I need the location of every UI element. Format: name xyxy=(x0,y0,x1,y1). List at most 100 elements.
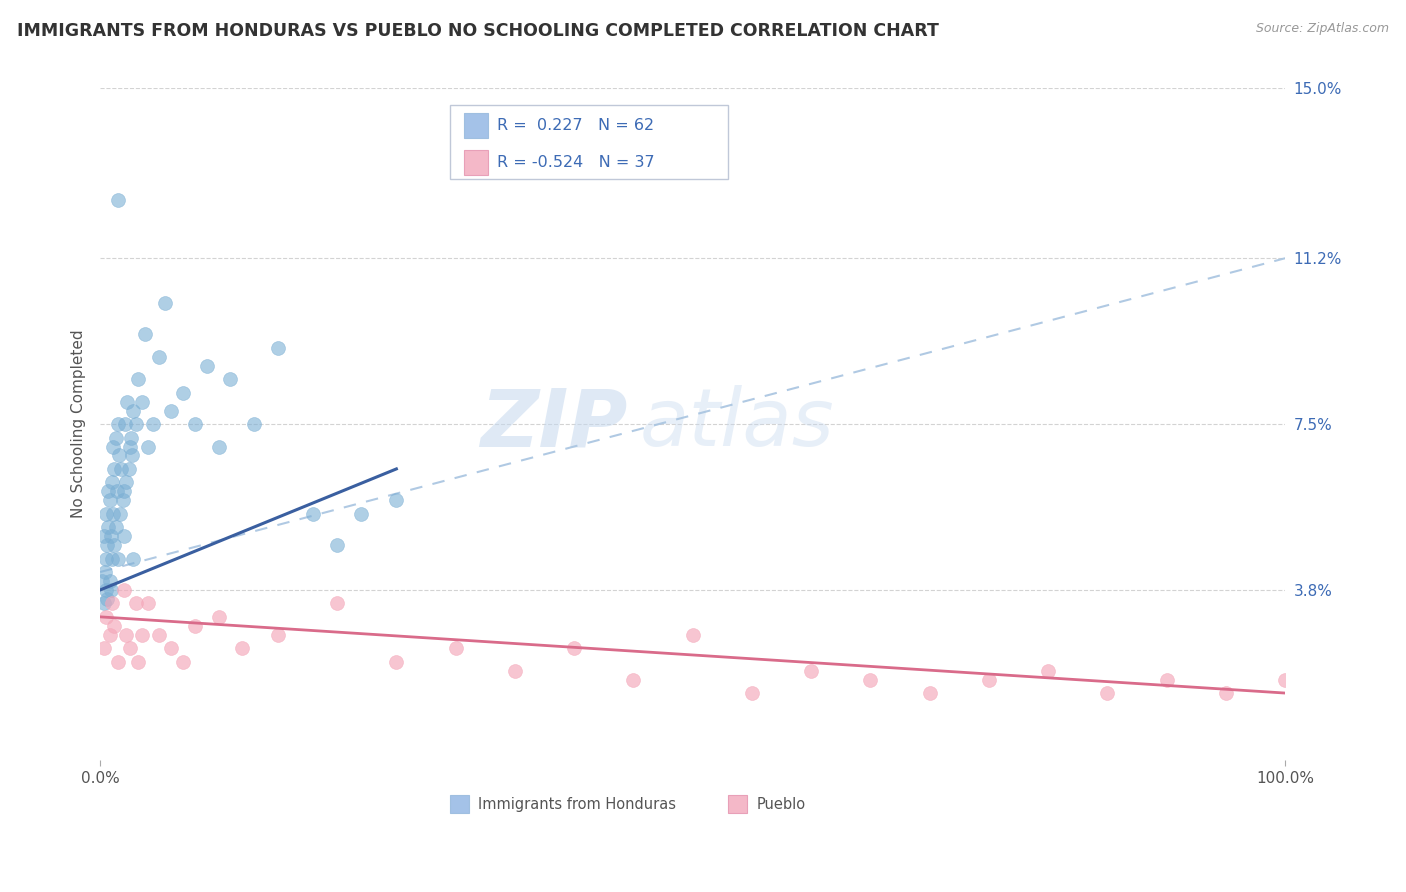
Point xyxy=(326,596,349,610)
Text: Pueblo: Pueblo xyxy=(756,797,806,812)
Y-axis label: No Schooling Completed: No Schooling Completed xyxy=(72,330,86,518)
Point xyxy=(1097,686,1119,700)
Point xyxy=(131,394,153,409)
Point xyxy=(93,641,115,656)
Point xyxy=(112,582,135,597)
Point xyxy=(184,619,207,633)
Point xyxy=(136,440,159,454)
Point xyxy=(115,628,138,642)
Text: Source: ZipAtlas.com: Source: ZipAtlas.com xyxy=(1256,22,1389,36)
Point xyxy=(267,341,290,355)
Point xyxy=(1156,673,1178,687)
Point xyxy=(621,673,644,687)
Point xyxy=(111,493,134,508)
Point xyxy=(101,475,124,490)
Point xyxy=(127,372,149,386)
Text: atlas: atlas xyxy=(640,385,834,463)
Point xyxy=(94,582,117,597)
Text: IMMIGRANTS FROM HONDURAS VS PUEBLO NO SCHOOLING COMPLETED CORRELATION CHART: IMMIGRANTS FROM HONDURAS VS PUEBLO NO SC… xyxy=(17,22,939,40)
Point xyxy=(104,431,127,445)
Point xyxy=(385,493,408,508)
Point xyxy=(94,551,117,566)
Point xyxy=(350,507,373,521)
Point xyxy=(101,507,124,521)
Point xyxy=(1036,664,1059,678)
Point xyxy=(134,327,156,342)
Point xyxy=(326,538,349,552)
Point xyxy=(160,641,183,656)
Point xyxy=(115,475,138,490)
Point xyxy=(112,529,135,543)
Point xyxy=(93,529,115,543)
Point xyxy=(103,462,125,476)
Point xyxy=(117,394,139,409)
Point xyxy=(503,664,526,678)
Point xyxy=(172,385,194,400)
Point xyxy=(385,655,408,669)
FancyBboxPatch shape xyxy=(450,795,468,814)
Point xyxy=(110,507,132,521)
Point xyxy=(1215,686,1237,700)
Point xyxy=(302,507,325,521)
Point xyxy=(100,529,122,543)
Point xyxy=(195,359,218,373)
Point xyxy=(131,628,153,642)
Point xyxy=(107,193,129,207)
Point xyxy=(1274,673,1296,687)
Point xyxy=(127,655,149,669)
Point xyxy=(91,574,114,588)
Point xyxy=(142,417,165,431)
FancyBboxPatch shape xyxy=(464,150,488,175)
Point xyxy=(93,596,115,610)
Point xyxy=(103,538,125,552)
Point xyxy=(118,641,141,656)
Point xyxy=(444,641,467,656)
Point xyxy=(94,507,117,521)
Point xyxy=(124,417,146,431)
Point xyxy=(219,372,242,386)
Point xyxy=(96,538,118,552)
Point xyxy=(682,628,704,642)
Point xyxy=(101,596,124,610)
Point xyxy=(101,551,124,566)
Point xyxy=(107,655,129,669)
Text: R =  0.227   N = 62: R = 0.227 N = 62 xyxy=(498,118,654,133)
Point xyxy=(155,296,177,310)
Point xyxy=(122,551,145,566)
Text: R = -0.524   N = 37: R = -0.524 N = 37 xyxy=(498,155,655,169)
Point xyxy=(243,417,266,431)
Point xyxy=(121,449,143,463)
FancyBboxPatch shape xyxy=(728,795,747,814)
Point xyxy=(112,484,135,499)
Point xyxy=(98,493,121,508)
Point xyxy=(117,462,139,476)
FancyBboxPatch shape xyxy=(464,112,488,138)
Point xyxy=(207,440,229,454)
Point xyxy=(107,551,129,566)
Point xyxy=(105,484,128,499)
Point xyxy=(108,449,131,463)
Point xyxy=(104,520,127,534)
Point xyxy=(741,686,763,700)
Point xyxy=(800,664,823,678)
Point xyxy=(94,565,117,579)
Point xyxy=(100,582,122,597)
FancyBboxPatch shape xyxy=(450,104,728,178)
Point xyxy=(110,462,132,476)
Point xyxy=(918,686,941,700)
Point xyxy=(107,417,129,431)
Point xyxy=(101,440,124,454)
Point xyxy=(562,641,585,656)
Point xyxy=(859,673,882,687)
Point xyxy=(977,673,1000,687)
Point xyxy=(98,628,121,642)
Point xyxy=(103,619,125,633)
Point xyxy=(231,641,253,656)
Point xyxy=(207,610,229,624)
Point xyxy=(114,417,136,431)
Point xyxy=(122,403,145,417)
Point xyxy=(98,574,121,588)
Point xyxy=(120,431,142,445)
Point xyxy=(97,520,120,534)
Text: Immigrants from Honduras: Immigrants from Honduras xyxy=(478,797,676,812)
